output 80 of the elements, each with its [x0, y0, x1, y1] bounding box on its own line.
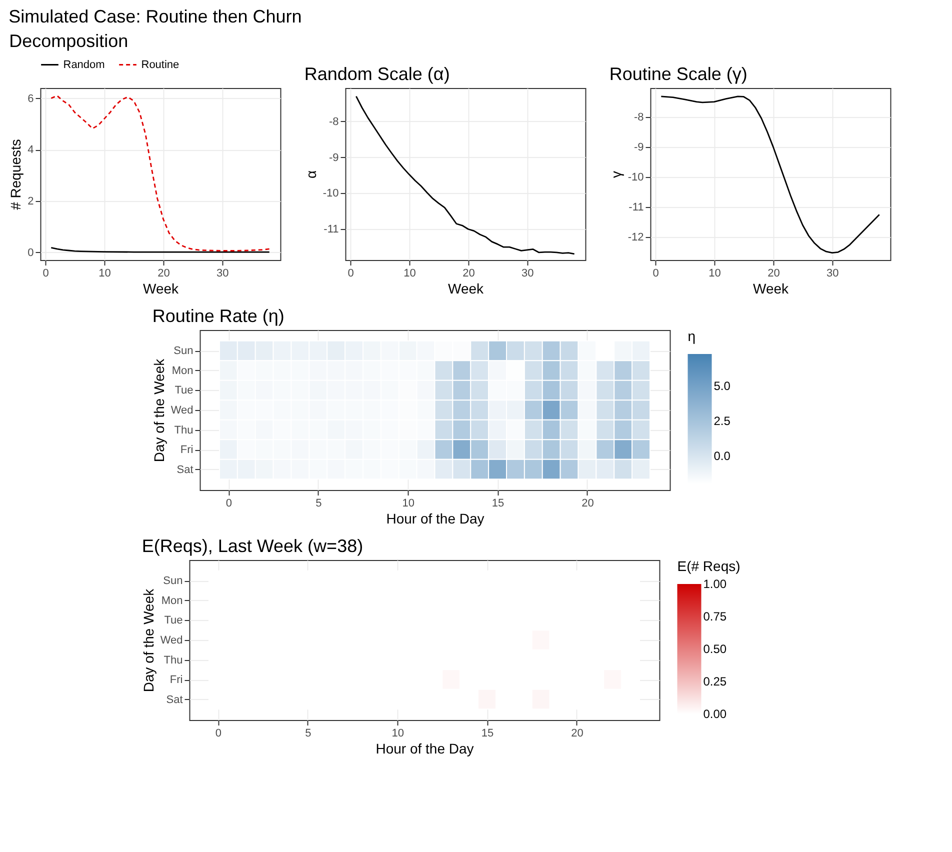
x-tick-label: 0: [226, 498, 232, 510]
y-tick-label: Sun: [163, 575, 183, 588]
text: Simulated Case: Routine then Churn: [8, 6, 302, 26]
x-tick-label: 0: [215, 728, 222, 740]
x-tick-label: 5: [305, 728, 312, 740]
x-tick-label: 10: [98, 268, 111, 280]
y-tick-label: -12: [628, 232, 644, 244]
color-bar-label: 2.5: [714, 414, 731, 428]
y-tick-label: Sun: [174, 345, 194, 358]
y-tick-label: -9: [328, 152, 339, 164]
x-tick-label: 0: [652, 268, 659, 280]
y-axis-title: Day of the Week: [150, 358, 167, 462]
x-tick-label: 30: [522, 268, 534, 280]
y-tick-label: -10: [322, 188, 339, 200]
x-tick-label: 20: [158, 268, 170, 280]
x-tick-label: 20: [768, 268, 780, 280]
legend-label: Random: [63, 58, 105, 71]
x-tick-label: 10: [708, 268, 721, 280]
y-tick-label: -11: [324, 224, 339, 236]
chart-title: Decomposition: [9, 31, 128, 51]
color-bar-label: 0.0: [714, 449, 731, 464]
color-bar-title: E(# Reqs): [677, 558, 740, 574]
x-tick-label: 5: [316, 498, 322, 510]
y-tick-label: 6: [28, 92, 34, 105]
x-tick-label: 10: [402, 498, 414, 510]
color-bar-label: 0.75: [703, 610, 727, 624]
y-tick-label: Mon: [161, 594, 183, 607]
color-bar-label: 1.00: [703, 577, 727, 591]
x-tick-label: 10: [404, 268, 416, 280]
y-tick-label: -11: [628, 202, 644, 214]
line-series: [660, 96, 880, 254]
x-axis-title: Week: [142, 280, 180, 296]
y-tick-label: Tue: [164, 614, 183, 627]
y-tick-label: 0: [28, 246, 34, 259]
color-bar-label: 5.0: [714, 379, 731, 394]
chart-title: E(Reqs), Last Week (w=38): [142, 536, 364, 556]
x-tick-label: 10: [392, 728, 404, 740]
y-tick-label: Sat: [176, 464, 194, 476]
legend-label: Routine: [141, 58, 180, 71]
chart-title: Routine Scale (γ): [609, 64, 748, 84]
y-tick-label: Wed: [160, 634, 183, 646]
x-tick-label: 15: [481, 728, 494, 740]
y-tick-label: Thu: [174, 424, 194, 436]
x-tick-label: 0: [42, 268, 49, 280]
x-axis-title: Week: [448, 280, 485, 296]
x-tick-label: 30: [826, 268, 839, 280]
x-tick-label: 20: [571, 728, 584, 740]
y-tick-label: 2: [28, 195, 34, 208]
x-axis-title: Week: [752, 280, 790, 296]
y-tick-label: Wed: [170, 404, 194, 416]
color-bar-label: 0.50: [703, 642, 727, 656]
y-axis-title: α: [302, 170, 319, 179]
x-axis-title: Hour of the Day: [386, 510, 484, 526]
chart-title: Random Scale (α): [304, 64, 450, 84]
y-axis-title: # Requests: [8, 139, 24, 210]
chart-title: Routine Rate (η): [152, 306, 284, 326]
y-tick-label: -9: [634, 141, 644, 154]
x-tick-label: 20: [582, 498, 594, 510]
x-tick-label: 0: [348, 268, 354, 280]
y-tick-label: Sat: [166, 694, 183, 706]
y-tick-label: -10: [628, 172, 644, 184]
y-axis-title: Day of the Week: [140, 588, 156, 692]
y-axis-title: γ: [608, 171, 624, 178]
color-bar-label: 0.25: [703, 674, 727, 688]
color-bar-title: η: [688, 328, 696, 344]
x-axis-title: Hour of the Day: [376, 740, 474, 756]
y-tick-label: Fri: [170, 674, 183, 686]
y-tick-label: Mon: [172, 364, 194, 377]
line-series: [355, 96, 576, 255]
y-tick-label: Fri: [180, 444, 194, 456]
y-tick-label: -8: [634, 111, 644, 124]
color-bar-label: 0.00: [703, 707, 727, 721]
y-tick-label: -8: [328, 116, 339, 128]
x-tick-label: 20: [462, 268, 475, 280]
y-tick-label: 4: [28, 144, 34, 156]
line-series: [50, 95, 270, 252]
y-tick-label: Tue: [174, 384, 194, 397]
x-tick-label: 30: [216, 268, 229, 280]
y-tick-label: Thu: [164, 654, 183, 666]
x-tick-label: 15: [492, 498, 504, 510]
